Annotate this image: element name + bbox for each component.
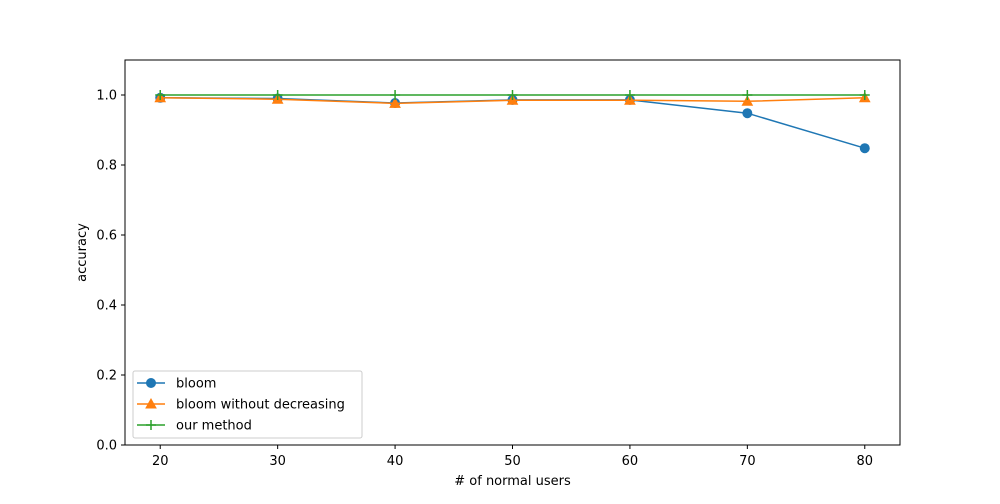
data-point bbox=[155, 90, 166, 100]
y-axis-label: accuracy bbox=[75, 223, 90, 282]
data-point bbox=[742, 90, 753, 100]
x-tick-label: 60 bbox=[622, 454, 639, 469]
data-point bbox=[507, 90, 518, 100]
legend-label: our method bbox=[176, 419, 252, 434]
legend-label: bloom bbox=[176, 377, 216, 392]
data-point bbox=[742, 108, 753, 119]
data-point bbox=[389, 97, 401, 108]
y-tick-label: 0.0 bbox=[96, 439, 117, 454]
legend-marker bbox=[145, 397, 157, 409]
x-axis-ticks: 20 30 40 50 60 70 80 bbox=[152, 445, 873, 469]
data-point bbox=[390, 90, 401, 100]
x-tick-label: 20 bbox=[152, 454, 169, 469]
y-tick-label: 1.0 bbox=[96, 89, 117, 104]
legend-item: bloom without decreasing bbox=[137, 398, 345, 413]
legend-marker bbox=[146, 378, 156, 388]
x-tick-label: 40 bbox=[387, 454, 404, 469]
y-tick-label: 0.8 bbox=[96, 159, 117, 174]
data-point bbox=[741, 95, 754, 106]
y-tick-label: 0.6 bbox=[96, 229, 117, 244]
data-point bbox=[859, 90, 870, 100]
legend: bloom bloom without decreasing our method bbox=[132, 370, 363, 439]
legend-item: bloom bbox=[137, 377, 216, 392]
y-tick-label: 0.2 bbox=[96, 369, 117, 384]
y-axis-ticks: 0.0 0.2 0.4 0.6 0.8 1.0 bbox=[96, 89, 125, 454]
x-tick-label: 80 bbox=[856, 454, 873, 469]
x-tick-label: 30 bbox=[269, 454, 286, 469]
y-tick-label: 0.4 bbox=[96, 299, 117, 314]
series-layer bbox=[154, 90, 871, 154]
series-2 bbox=[155, 90, 870, 100]
legend-label: bloom without decreasing bbox=[176, 398, 345, 413]
x-axis-label: # of normal users bbox=[454, 474, 571, 489]
data-point bbox=[624, 90, 635, 100]
x-tick-label: 70 bbox=[739, 454, 756, 469]
data-point bbox=[859, 143, 870, 154]
plot-frame bbox=[124, 59, 901, 446]
series-line bbox=[160, 97, 865, 149]
legend-item: our method bbox=[137, 419, 252, 434]
data-point bbox=[272, 90, 283, 100]
x-tick-label: 50 bbox=[504, 454, 521, 469]
legend-marker bbox=[146, 420, 156, 430]
legend-box bbox=[132, 370, 363, 439]
